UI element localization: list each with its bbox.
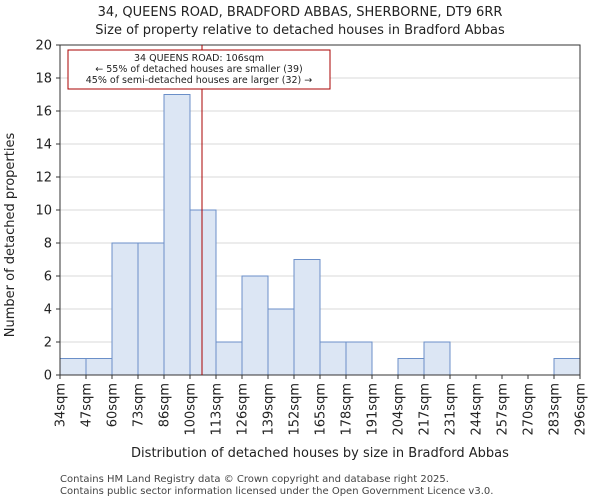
y-tick-label: 18 [35,72,52,87]
chart-subtitle: Size of property relative to detached ho… [95,23,505,38]
x-tick-label: 178sqm [340,383,355,436]
y-tick-label: 2 [44,336,52,351]
bar-100sqm [189,209,217,376]
bars [59,94,581,376]
annotation-box: 34 QUEENS ROAD: 106sqm ← 55% of detached… [67,49,331,90]
x-tick-label: 270sqm [522,383,537,436]
bar-113sqm [215,341,243,376]
bar-139sqm [267,308,295,376]
y-tick-label: 0 [44,369,52,384]
x-tick-label: 73sqm [132,383,147,427]
x-tick-label: 217sqm [418,383,433,436]
y-axis-ticks: 0 2 4 6 8 10 12 14 16 18 20 [35,39,60,384]
bar-165sqm [319,341,347,376]
x-tick-label: 152sqm [288,383,303,436]
annotation-border [67,49,331,90]
x-tick-label: 34sqm [54,383,69,427]
x-tick-label: 204sqm [392,383,407,436]
x-tick-label: 257sqm [496,383,511,436]
x-tick-label: 296sqm [574,383,589,436]
x-tick-label: 100sqm [184,383,199,436]
bar-217sqm [423,341,451,376]
x-tick-label: 165sqm [314,383,329,436]
y-tick-label: 10 [35,204,52,219]
footer-line-1: Contains HM Land Registry data © Crown c… [60,474,449,485]
footer-line-2: Contains public sector information licen… [60,486,493,497]
x-axis-ticks: 34sqm 47sqm 60sqm 73sqm 86sqm 100sqm 113sqm 126… [54,375,589,436]
y-tick-label: 4 [44,303,52,318]
bar-283sqm [553,358,581,376]
bar-60sqm [111,242,139,376]
chart-title: 34, QUEENS ROAD, BRADFORD ABBAS, SHERBOR… [98,5,503,20]
x-tick-label: 86sqm [158,383,173,427]
bar-73sqm [137,242,165,376]
bar-47sqm [85,358,113,376]
y-tick-label: 6 [44,270,52,285]
bar-204sqm [397,358,425,376]
x-tick-label: 139sqm [262,383,277,436]
bar-86sqm [163,94,191,376]
x-tick-label: 47sqm [80,383,95,427]
y-tick-label: 12 [35,171,52,186]
y-axis-title: Number of detached properties [3,133,18,338]
bar-152sqm [293,259,321,376]
bar-34sqm [59,358,87,376]
x-tick-label: 126sqm [236,383,251,436]
x-tick-label: 231sqm [444,383,459,436]
x-tick-label: 60sqm [106,383,121,427]
y-tick-label: 14 [35,138,52,153]
x-tick-label: 244sqm [470,383,485,436]
y-tick-label: 16 [35,105,52,120]
bar-178sqm [345,341,373,376]
x-tick-label: 283sqm [548,383,563,436]
x-axis-title: Distribution of detached houses by size … [131,446,509,461]
annotation-line-3: 45% of semi-detached houses are larger (… [86,75,313,86]
x-tick-label: 191sqm [366,383,381,436]
annotation-line-1: 34 QUEENS ROAD: 106sqm [134,53,264,64]
y-tick-label: 20 [35,39,52,54]
annotation-line-2: ← 55% of detached houses are smaller (39… [95,64,302,75]
x-tick-label: 113sqm [210,383,225,436]
y-tick-label: 8 [44,237,52,252]
bar-126sqm [241,275,269,376]
